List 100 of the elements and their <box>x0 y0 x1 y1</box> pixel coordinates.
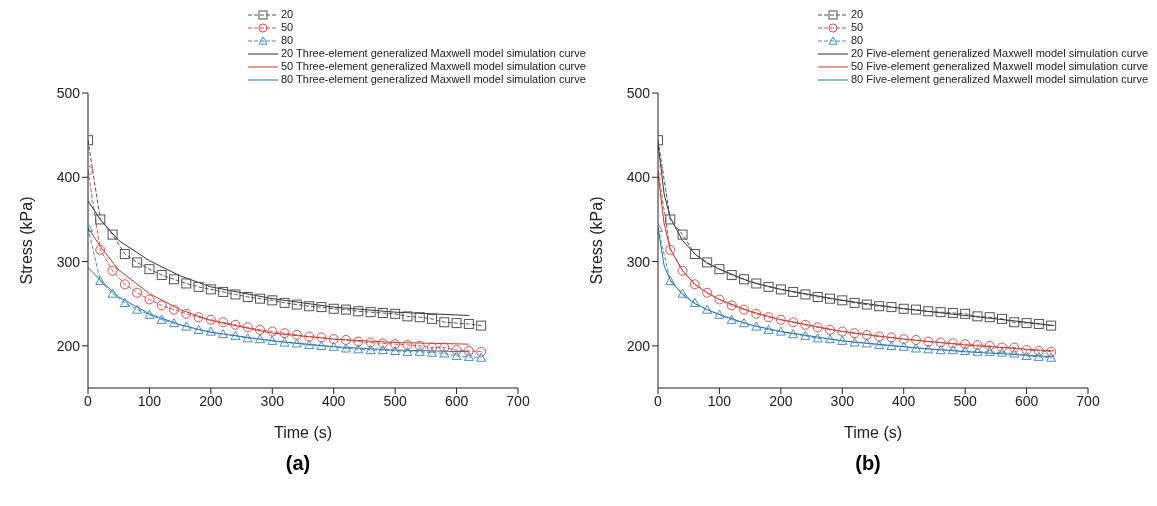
point <box>775 326 786 336</box>
point <box>837 335 848 345</box>
point <box>291 329 302 340</box>
legend-label: 50 <box>281 21 294 34</box>
point <box>193 312 204 323</box>
point <box>751 308 762 319</box>
point <box>95 275 106 286</box>
point <box>726 314 737 324</box>
text: (b) <box>854 452 882 475</box>
point <box>960 308 971 319</box>
point <box>230 330 241 340</box>
point <box>402 346 413 356</box>
point <box>997 313 1007 324</box>
point <box>825 324 835 335</box>
point <box>267 326 278 337</box>
point <box>218 286 229 297</box>
point <box>739 318 749 328</box>
point <box>825 293 835 304</box>
point <box>365 345 376 355</box>
point <box>812 333 823 343</box>
point <box>898 341 909 351</box>
point <box>427 347 437 357</box>
point <box>689 297 700 307</box>
point <box>960 345 971 356</box>
point <box>193 324 204 334</box>
point <box>476 346 487 357</box>
point <box>230 319 241 330</box>
x-tick-label: 500 <box>383 392 408 409</box>
point <box>874 301 885 312</box>
x-tick-label: 600 <box>1014 392 1039 409</box>
y-tick-label: 400 <box>626 169 651 186</box>
point <box>947 338 958 349</box>
point <box>169 304 179 315</box>
point <box>984 312 995 323</box>
point <box>451 318 462 329</box>
legend-label: 20 <box>851 8 864 21</box>
y-tick-label: 300 <box>56 253 81 270</box>
point <box>739 304 749 315</box>
point <box>328 303 339 314</box>
legend-label: 50 Five-element generalized Maxwell model simulation curve <box>851 60 1149 73</box>
point <box>812 291 823 302</box>
point <box>923 306 934 317</box>
point <box>911 334 921 345</box>
y-tick-label: 500 <box>626 84 651 101</box>
point <box>886 340 897 350</box>
point <box>751 321 762 331</box>
text: (a) <box>284 452 312 475</box>
point <box>739 274 749 285</box>
x-tick-label: 300 <box>260 392 285 409</box>
x-tick-label: 0 <box>654 392 663 409</box>
legend-label: 20 Five-element generalized Maxwell model simulation curve <box>851 47 1149 60</box>
point <box>935 307 946 318</box>
point <box>144 264 155 275</box>
y-tick-label: 500 <box>56 84 81 101</box>
point <box>665 214 676 225</box>
x-tick-label: 0 <box>84 392 93 409</box>
point <box>677 265 688 276</box>
point <box>984 340 995 351</box>
point <box>476 352 487 362</box>
point <box>714 309 725 319</box>
legend-label: 20 <box>281 8 294 21</box>
point <box>923 336 934 347</box>
point <box>1046 352 1057 362</box>
point <box>775 284 786 295</box>
point <box>402 340 413 351</box>
point <box>1033 351 1044 361</box>
y-tick-label: 200 <box>626 337 651 354</box>
point <box>439 342 450 353</box>
point <box>304 331 315 342</box>
point <box>714 294 725 305</box>
point <box>427 342 437 353</box>
line-series <box>88 200 470 317</box>
point <box>291 338 302 348</box>
point <box>947 345 958 355</box>
point <box>341 343 351 353</box>
point <box>800 330 811 340</box>
point <box>702 257 713 268</box>
point <box>341 304 351 315</box>
x-axis-title: Time (s) <box>843 424 903 441</box>
point <box>972 311 983 322</box>
point <box>218 317 229 328</box>
legend-label: 80 <box>281 34 294 47</box>
point <box>365 337 376 348</box>
point <box>714 264 725 275</box>
y-tick-label: 300 <box>626 253 651 270</box>
point <box>390 308 401 319</box>
legend-label: 20 Three-element generalized Maxwell model simulation curve <box>281 47 586 60</box>
point <box>935 345 946 355</box>
point <box>242 322 253 333</box>
point <box>1033 318 1044 329</box>
point <box>353 344 364 354</box>
point <box>95 244 106 255</box>
point <box>132 287 143 298</box>
point <box>837 326 848 337</box>
x-tick-label: 400 <box>892 392 916 409</box>
point <box>279 297 290 308</box>
point <box>898 303 909 314</box>
point <box>800 289 811 300</box>
point <box>689 248 700 259</box>
point <box>861 329 872 340</box>
